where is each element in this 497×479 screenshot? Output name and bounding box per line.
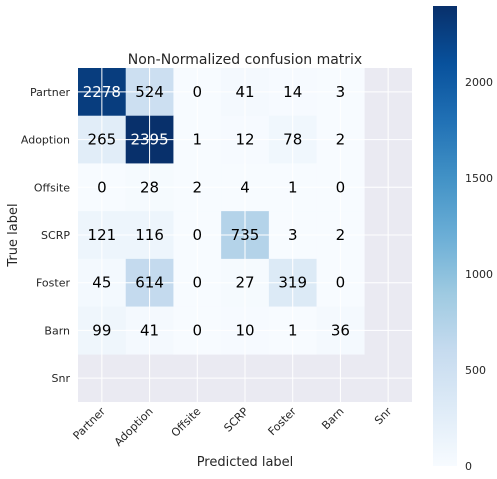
colorbar-tick-label: 500 [465, 364, 486, 377]
cell-value: 116 [135, 226, 164, 244]
y-tick-labels: Partner Adoption Offsite SCRP Foster Barn Snr [21, 86, 71, 385]
cell-value: 735 [231, 226, 260, 244]
cell-value: 3 [336, 83, 346, 101]
cell-value: 4 [240, 178, 250, 196]
x-tick-label: Adoption [112, 405, 156, 449]
colorbar-ticks: 0 500 1000 1500 2000 [465, 76, 493, 473]
cell-value: 36 [331, 321, 350, 339]
cell-value: 10 [235, 321, 254, 339]
x-tick-label: Foster [266, 405, 300, 439]
cell-value: 0 [193, 226, 203, 244]
x-tick-label: Offsite [169, 405, 204, 440]
x-tick-label: SCRP [221, 405, 251, 435]
x-tick-label: Partner [71, 405, 109, 443]
colorbar-tick-label: 1000 [465, 268, 493, 281]
cell-value: 265 [88, 131, 117, 149]
x-tick-labels: Partner Adoption Offsite SCRP Foster Barn Snr [71, 405, 395, 449]
cell-value: 2395 [130, 131, 168, 149]
heatmap-cells [78, 68, 365, 355]
cell-value: 27 [235, 274, 254, 292]
cell-value: 0 [336, 274, 346, 292]
cell-value: 0 [193, 274, 203, 292]
cell-value: 121 [88, 226, 117, 244]
x-axis-label: Predicted label [197, 455, 294, 470]
y-tick-label: Snr [52, 372, 71, 385]
cell-value: 0 [193, 83, 203, 101]
cell-value: 0 [193, 321, 203, 339]
y-tick-label: Adoption [21, 134, 70, 147]
cell-value: 0 [97, 178, 107, 196]
cell-value: 1 [193, 131, 203, 149]
cell-value: 524 [135, 83, 164, 101]
x-tick-label: Snr [372, 405, 395, 428]
colorbar [433, 6, 457, 466]
colorbar-tick-label: 0 [465, 460, 472, 473]
colorbar-tick-label: 2000 [465, 76, 493, 89]
cell-value: 45 [92, 274, 111, 292]
y-tick-label: Partner [30, 86, 70, 99]
cell-value: 0 [336, 178, 346, 196]
cell-value: 2 [336, 226, 346, 244]
y-axis-label: True label [6, 203, 21, 267]
chart-title: Non-Normalized confusion matrix [128, 52, 362, 68]
cell-value: 2 [193, 178, 203, 196]
y-tick-label: SCRP [41, 229, 70, 242]
cell-value: 12 [235, 131, 254, 149]
cell-value: 41 [140, 321, 159, 339]
cell-value: 99 [92, 321, 111, 339]
cell-value: 3 [288, 226, 298, 244]
y-tick-label: Foster [36, 277, 70, 290]
cell-value: 1 [288, 178, 298, 196]
y-tick-label: Offsite [34, 181, 70, 194]
cell-value: 319 [278, 274, 307, 292]
colorbar-tick-label: 1500 [465, 172, 493, 185]
cell-value: 1 [288, 321, 298, 339]
cell-value: 14 [283, 83, 302, 101]
cell-value: 28 [140, 178, 159, 196]
y-tick-label: Barn [44, 324, 70, 337]
cell-value: 78 [283, 131, 302, 149]
cell-value: 41 [235, 83, 254, 101]
cell-value: 2 [336, 131, 346, 149]
cell-value: 614 [135, 274, 164, 292]
x-tick-label: Barn [319, 405, 346, 432]
grid-lines [78, 68, 412, 402]
cell-value: 2278 [83, 83, 121, 101]
